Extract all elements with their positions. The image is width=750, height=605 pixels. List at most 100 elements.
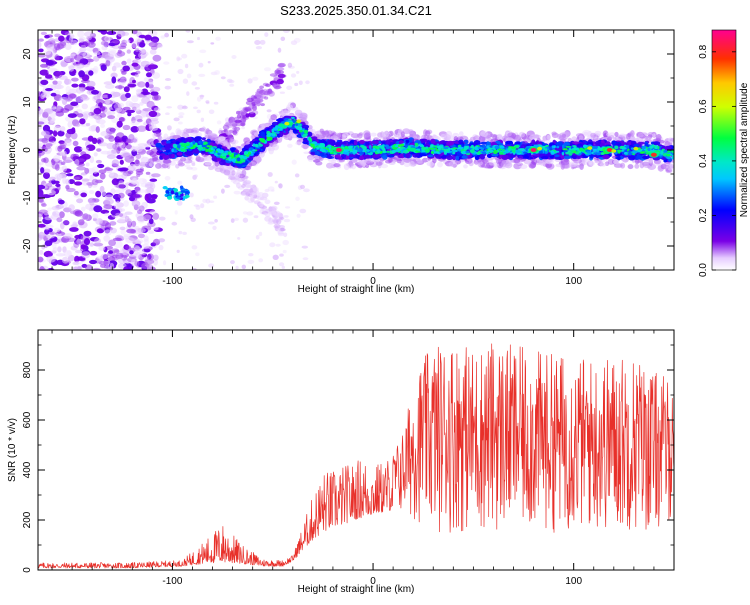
heatmap-cell bbox=[285, 206, 291, 209]
heatmap-cell bbox=[280, 227, 285, 232]
heatmap-cell bbox=[135, 37, 143, 43]
heatmap-cell bbox=[111, 159, 120, 167]
heatmap-cell bbox=[114, 174, 123, 178]
heatmap-cell bbox=[204, 134, 212, 139]
heatmap-cell bbox=[386, 150, 390, 153]
heatmap-cell bbox=[280, 36, 286, 41]
heatmap-cell bbox=[66, 250, 72, 256]
heatmap-cell bbox=[45, 74, 53, 79]
heatmap-cell bbox=[45, 143, 53, 147]
heatmap-cell bbox=[96, 137, 104, 144]
heatmap-cell bbox=[38, 48, 44, 53]
heatmap-cell bbox=[151, 86, 161, 92]
heatmap-cell bbox=[38, 184, 46, 190]
heatmap-cell bbox=[144, 259, 155, 265]
heatmap-cell bbox=[54, 83, 62, 90]
heatmap-cell bbox=[135, 47, 140, 52]
heatmap-cell bbox=[60, 108, 70, 113]
heatmap-cell bbox=[138, 205, 145, 212]
heatmap-cell bbox=[119, 141, 126, 149]
heatmap-cell bbox=[75, 61, 81, 65]
heatmap-cell bbox=[152, 132, 157, 139]
heatmap-cell bbox=[286, 85, 293, 91]
heatmap-cell bbox=[216, 157, 221, 162]
heatmap-cell bbox=[195, 252, 200, 257]
heatmap-cell bbox=[435, 154, 441, 159]
heatmap-cell bbox=[89, 250, 98, 256]
heatmap-cell bbox=[123, 86, 130, 93]
heatmap-cell bbox=[98, 55, 106, 59]
heatmap-cell bbox=[65, 96, 71, 101]
heatmap-cell bbox=[590, 132, 596, 138]
heatmap-cell bbox=[620, 162, 626, 169]
heatmap-cell bbox=[196, 109, 201, 114]
heatmap-cell bbox=[453, 136, 458, 142]
heatmap-cell bbox=[396, 132, 401, 139]
heatmap-cell bbox=[38, 213, 42, 218]
heatmap-cell bbox=[80, 206, 86, 212]
heatmap-cell bbox=[100, 191, 107, 196]
heatmap-cell bbox=[74, 54, 84, 61]
heatmap-cell bbox=[39, 69, 49, 76]
heatmap-cell bbox=[359, 155, 365, 161]
heatmap-cell bbox=[130, 146, 138, 152]
heatmap-cell bbox=[42, 124, 51, 132]
heatmap-cell bbox=[68, 179, 75, 185]
heatmap-cell bbox=[81, 103, 89, 110]
heatmap-cell bbox=[53, 130, 58, 137]
heatmap-cell bbox=[105, 98, 111, 105]
heatmap-cell bbox=[665, 145, 672, 150]
heatmap-cell bbox=[397, 154, 403, 158]
heatmap-cell bbox=[634, 159, 640, 165]
heatmap-cell bbox=[100, 64, 107, 72]
heatmap-cell bbox=[73, 241, 80, 249]
heatmap-cell bbox=[114, 189, 125, 194]
heatmap-cell bbox=[124, 39, 131, 43]
heatmap-cell bbox=[468, 160, 474, 167]
heatmap-cell bbox=[185, 30, 191, 33]
heatmap-cell bbox=[123, 233, 132, 237]
heatmap-cell bbox=[93, 68, 98, 75]
heatmap-cell bbox=[137, 227, 146, 234]
heatmap-cell bbox=[132, 193, 143, 199]
heatmap-cell bbox=[301, 245, 308, 249]
heatmap-cell bbox=[257, 95, 264, 101]
heatmap-cell bbox=[176, 200, 183, 206]
heatmap-cell bbox=[538, 160, 545, 166]
heatmap-cell bbox=[98, 260, 109, 266]
heatmap-cell bbox=[40, 31, 48, 36]
heatmap-cell bbox=[234, 119, 242, 123]
heatmap-cell bbox=[113, 241, 123, 249]
heatmap-cell bbox=[81, 111, 92, 118]
heatmap-cell bbox=[60, 61, 67, 68]
heatmap-cell bbox=[205, 198, 211, 204]
heatmap-cell bbox=[72, 221, 78, 226]
heatmap-cell bbox=[93, 51, 101, 56]
heatmap-cell bbox=[262, 88, 268, 94]
heatmap-cell bbox=[91, 137, 98, 144]
heatmap-cell bbox=[200, 94, 204, 100]
heatmap-cell bbox=[258, 258, 264, 263]
heatmap-cell bbox=[96, 228, 103, 234]
heatmap-cell bbox=[302, 137, 308, 142]
heatmap-cell bbox=[216, 144, 222, 148]
heatmap-cell bbox=[560, 162, 570, 169]
heatmap-cell bbox=[83, 230, 92, 237]
heatmap-cell bbox=[163, 61, 170, 65]
heatmap-cell bbox=[303, 151, 310, 155]
heatmap-cell bbox=[125, 189, 132, 196]
heatmap-cell bbox=[71, 77, 79, 82]
heatmap-cell bbox=[250, 134, 255, 140]
heatmap-cell bbox=[104, 198, 114, 205]
heatmap-cell bbox=[266, 90, 274, 95]
heatmap-cell bbox=[228, 79, 235, 84]
heatmap-cell bbox=[84, 31, 94, 37]
heatmap-cell bbox=[39, 249, 44, 255]
heatmap-cell bbox=[72, 261, 80, 266]
heatmap-cell bbox=[89, 190, 95, 195]
heatmap-cell bbox=[71, 83, 79, 88]
heatmap-cell bbox=[136, 93, 144, 98]
heatmap-cell bbox=[325, 129, 330, 137]
heatmap-cell bbox=[110, 227, 117, 234]
heatmap-cell bbox=[452, 151, 456, 155]
